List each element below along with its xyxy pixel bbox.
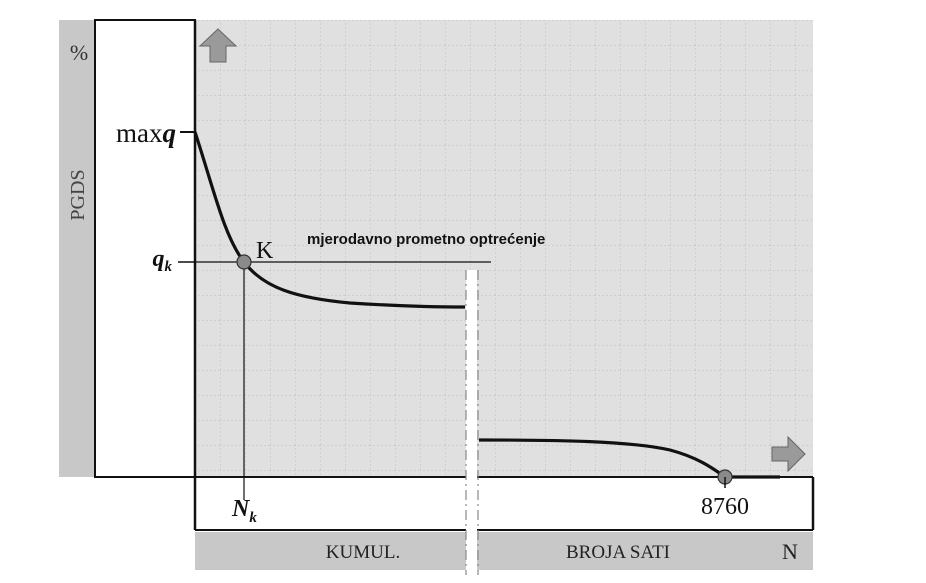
y-unit-label: % bbox=[70, 40, 88, 65]
x-caption-band bbox=[195, 532, 813, 570]
qk-label: qk bbox=[153, 246, 173, 275]
caption-left: KUMUL. bbox=[326, 542, 400, 563]
up-arrow-icon bbox=[198, 28, 238, 63]
plot-grid bbox=[195, 20, 813, 477]
axis-break-gap bbox=[466, 270, 477, 575]
y-side-band bbox=[59, 20, 95, 477]
threshold-label: mjerodavno prometno optrećenje bbox=[307, 231, 545, 248]
end-tick-label: 8760 bbox=[701, 494, 749, 520]
y-side-label: PGDS bbox=[67, 169, 89, 220]
point-k-marker bbox=[236, 254, 252, 270]
caption-end: N bbox=[782, 539, 798, 564]
caption-right: BROJA SATI bbox=[566, 542, 670, 563]
curve-left bbox=[193, 131, 466, 309]
y-label-column bbox=[94, 19, 196, 478]
curve-right bbox=[478, 438, 780, 479]
right-arrow-icon bbox=[771, 435, 806, 473]
maxq-label: maxq bbox=[116, 118, 176, 148]
point-k-label: K bbox=[256, 238, 274, 264]
nk-label: Nk bbox=[231, 496, 257, 526]
